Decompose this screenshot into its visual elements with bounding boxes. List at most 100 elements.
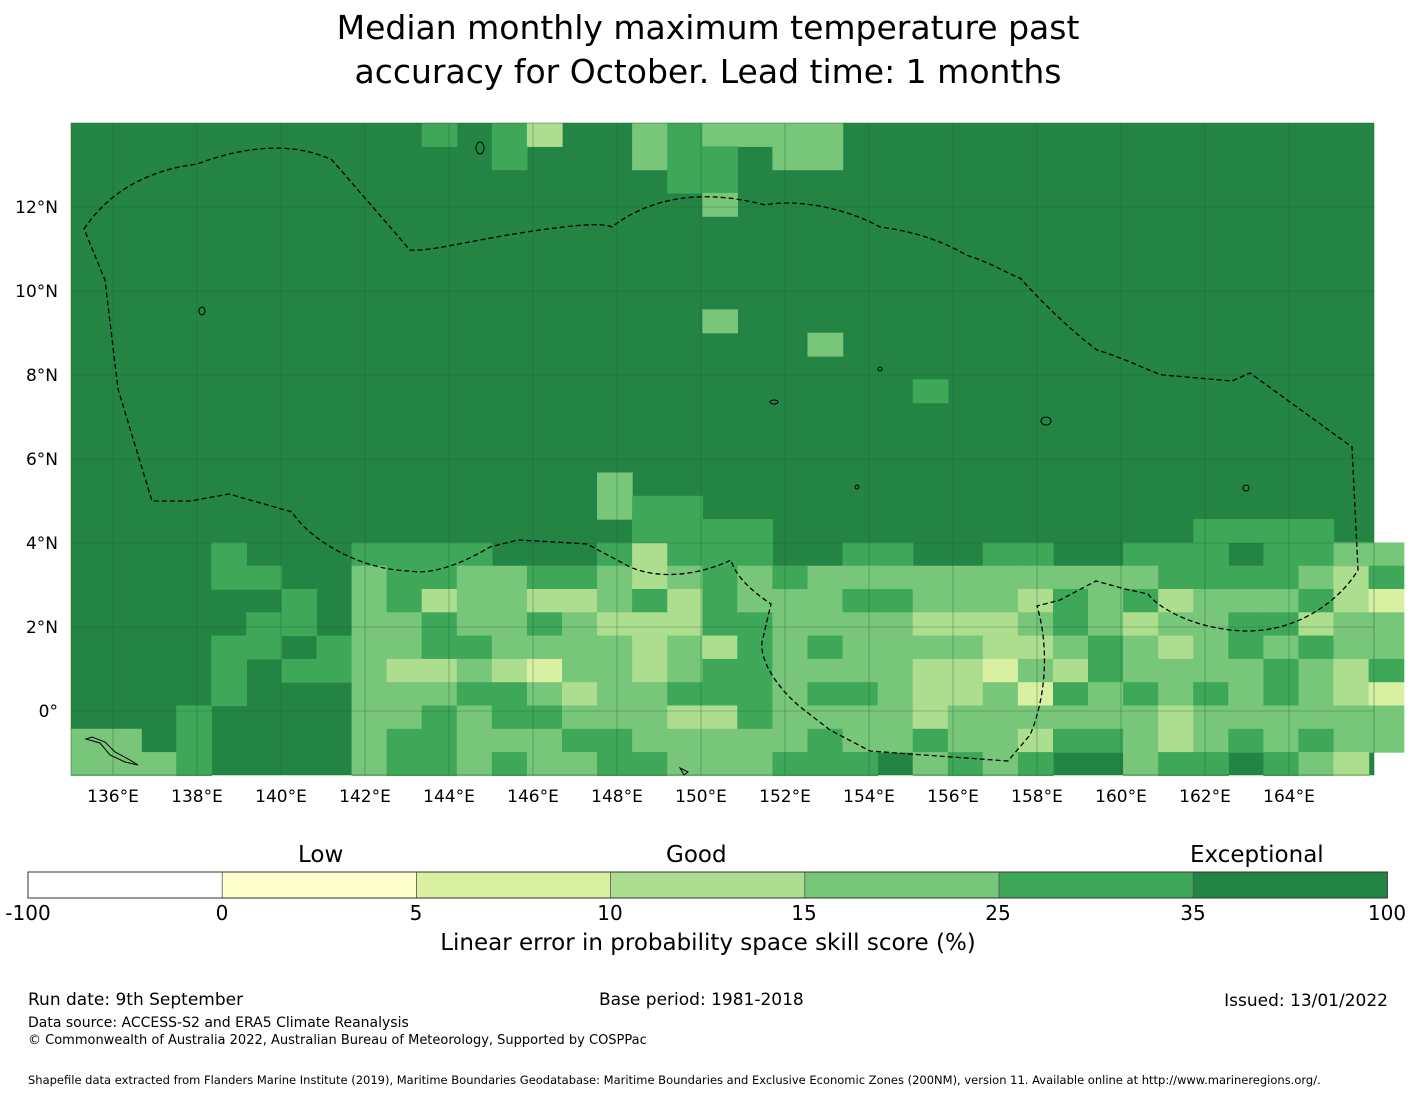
skill-cell	[597, 728, 633, 753]
skill-cell	[1333, 682, 1370, 707]
skill-cell	[1368, 682, 1405, 707]
skill-cell	[351, 658, 388, 683]
skill-cell	[386, 542, 423, 567]
skill-cell	[947, 589, 984, 613]
skill-cell	[632, 146, 668, 171]
skill-cell	[1123, 682, 1159, 707]
skill-cell	[421, 612, 458, 637]
skill-cell	[737, 123, 773, 147]
skill-cell	[1123, 752, 1159, 776]
skill-cell	[526, 752, 563, 776]
skill-cell	[421, 635, 458, 660]
skill-cell	[1228, 728, 1264, 753]
skill-cell	[912, 658, 949, 683]
longitude-label: 146°E	[507, 787, 559, 807]
skill-cell	[211, 542, 247, 567]
skill-cell	[1158, 705, 1194, 730]
skill-cell	[982, 658, 1019, 683]
skill-cell	[1017, 612, 1054, 637]
skill-cell	[1193, 612, 1229, 637]
skill-cell	[1088, 705, 1124, 730]
skill-cell	[1193, 565, 1229, 590]
skill-cell	[807, 612, 844, 637]
skill-cell	[807, 635, 844, 660]
skill-cell	[1158, 635, 1194, 660]
longitude-label: 140°E	[255, 787, 307, 807]
longitude-label: 154°E	[843, 787, 895, 807]
colorbar-category-low: Low	[298, 842, 344, 868]
skill-cell	[491, 682, 528, 707]
skill-cell	[912, 682, 949, 707]
skill-cell	[772, 589, 809, 613]
skill-cell	[1158, 682, 1194, 707]
skill-cell	[1053, 682, 1089, 707]
skill-cell	[702, 192, 738, 217]
skill-cell	[456, 542, 493, 567]
skill-cell	[421, 658, 458, 683]
skill-cell	[421, 728, 458, 753]
graticule	[71, 123, 1374, 775]
skill-cell	[351, 682, 388, 707]
skill-cell	[597, 682, 633, 707]
colorbar-tick: 0	[215, 901, 229, 925]
skill-cell	[1193, 589, 1229, 613]
island-outline	[198, 306, 206, 316]
skill-cell	[1263, 542, 1300, 567]
colorbar-tick: 100	[1367, 901, 1407, 925]
skill-cell	[947, 682, 984, 707]
skill-cell	[842, 612, 879, 637]
longitude-label: 148°E	[591, 787, 643, 807]
run-date: Run date: 9th September	[28, 990, 244, 1010]
skill-cell	[912, 565, 949, 590]
skill-cell	[351, 752, 388, 776]
skill-cell	[877, 682, 914, 707]
skill-cell	[456, 635, 493, 660]
skill-cell	[737, 589, 773, 613]
skill-cell	[421, 565, 458, 590]
skill-cell	[281, 589, 318, 613]
skill-cell	[1333, 612, 1370, 637]
latitude-label: 4°N	[26, 534, 58, 554]
skill-cell	[1298, 542, 1335, 567]
skill-cell	[1053, 589, 1089, 613]
skill-cell	[386, 752, 423, 776]
skill-cell	[562, 612, 598, 637]
skill-cell	[1158, 658, 1194, 683]
latitude-label: 8°N	[26, 366, 58, 386]
skill-cell	[667, 542, 703, 567]
skill-cell	[912, 705, 949, 730]
skill-cell	[632, 589, 668, 613]
skill-cell	[1228, 705, 1264, 730]
skill-cell	[421, 123, 458, 147]
skill-cell	[597, 658, 633, 683]
skill-cell	[1298, 705, 1335, 730]
skill-cell	[667, 519, 703, 543]
skill-cell	[737, 612, 773, 637]
skill-cell	[1228, 635, 1264, 660]
skill-cell	[562, 565, 598, 590]
skill-cell	[702, 612, 738, 637]
skill-cell	[877, 658, 914, 683]
skill-cell	[737, 752, 773, 776]
skill-cell	[807, 589, 844, 613]
skill-cell	[1123, 728, 1159, 753]
longitude-label: 158°E	[1011, 787, 1063, 807]
skill-cell	[632, 658, 668, 683]
skill-cell	[842, 658, 879, 683]
copyright: © Commonwealth of Australia 2022, Austra…	[28, 1033, 647, 1048]
island-outline	[877, 366, 883, 372]
skill-cell	[421, 589, 458, 613]
skill-cell	[1017, 565, 1054, 590]
skill-cell	[597, 565, 633, 590]
skill-cell	[1053, 728, 1089, 753]
colorbar	[27, 871, 1388, 899]
skill-cell	[1053, 658, 1089, 683]
skill-cell	[737, 635, 773, 660]
skill-cell	[1263, 658, 1300, 683]
skill-cell	[246, 565, 282, 590]
colorbar-category-good: Good	[666, 842, 727, 868]
skill-cell	[526, 682, 563, 707]
skill-cell	[1298, 589, 1335, 613]
skill-cell	[947, 612, 984, 637]
